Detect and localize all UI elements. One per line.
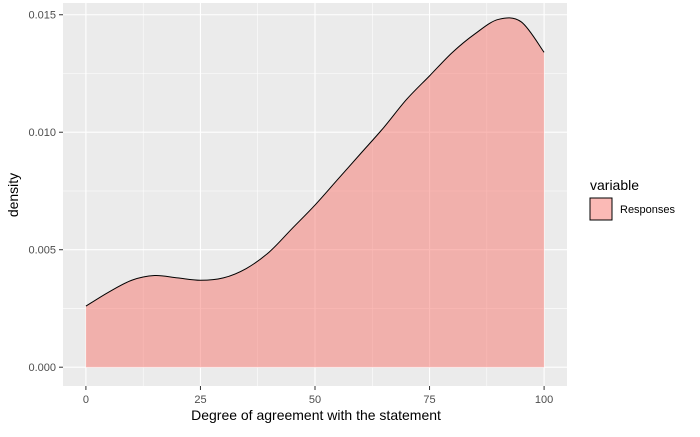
x-tick-label: 50 bbox=[309, 394, 321, 406]
y-tick-label: 0.015 bbox=[28, 10, 56, 22]
x-axis-title: Degree of agreement with the statement bbox=[191, 407, 441, 423]
legend-title: variable bbox=[590, 177, 639, 193]
x-tick-label: 0 bbox=[83, 394, 89, 406]
legend-key-responses bbox=[589, 197, 613, 221]
density-area bbox=[85, 17, 545, 368]
x-tick-label: 100 bbox=[535, 394, 553, 406]
y-tick-label: 0.010 bbox=[28, 127, 56, 139]
y-axis-ticks: 0.000 0.005 0.010 0.015 bbox=[28, 10, 63, 374]
y-tick-label: 0.005 bbox=[28, 245, 56, 257]
x-tick-label: 75 bbox=[423, 394, 435, 406]
x-axis-ticks: 0 25 50 75 100 bbox=[83, 386, 553, 406]
y-axis-title: density bbox=[5, 173, 21, 217]
x-tick-label: 25 bbox=[194, 394, 206, 406]
legend-label-responses: Responses bbox=[620, 204, 676, 216]
y-tick-label: 0.000 bbox=[28, 362, 56, 374]
legend: variable Responses bbox=[589, 177, 676, 221]
density-curve bbox=[85, 17, 545, 307]
